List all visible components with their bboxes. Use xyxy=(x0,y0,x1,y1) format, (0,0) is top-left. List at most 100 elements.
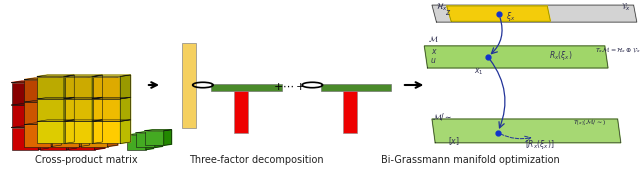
Bar xyxy=(24,124,51,147)
Polygon shape xyxy=(92,120,102,143)
Text: $R_x(\xi_x)$: $R_x(\xi_x)$ xyxy=(549,49,573,62)
Polygon shape xyxy=(37,97,74,99)
Polygon shape xyxy=(108,123,118,147)
Polygon shape xyxy=(145,130,172,131)
Bar xyxy=(321,84,391,91)
Text: $\xi_x$: $\xi_x$ xyxy=(506,10,515,23)
Polygon shape xyxy=(67,126,77,150)
Text: $T_x\mathcal{M}=\mathcal{H}_x\oplus\mathcal{V}_x$: $T_x\mathcal{M}=\mathcal{H}_x\oplus\math… xyxy=(595,45,640,55)
Bar xyxy=(93,99,120,121)
Polygon shape xyxy=(38,104,49,127)
Bar xyxy=(37,76,64,99)
Polygon shape xyxy=(64,97,74,121)
Bar xyxy=(68,105,95,127)
Bar xyxy=(52,80,79,102)
Bar xyxy=(40,128,67,150)
Polygon shape xyxy=(40,104,77,105)
Bar xyxy=(65,121,92,143)
Polygon shape xyxy=(136,132,163,133)
Polygon shape xyxy=(93,97,131,99)
Text: $x$: $x$ xyxy=(431,47,438,56)
Polygon shape xyxy=(92,97,102,121)
Polygon shape xyxy=(68,104,105,105)
Bar xyxy=(343,91,357,133)
Text: $[x]$: $[x]$ xyxy=(448,135,460,147)
Polygon shape xyxy=(65,120,102,121)
Polygon shape xyxy=(24,100,61,102)
Text: $\mathcal{V}_x$: $\mathcal{V}_x$ xyxy=(621,1,631,13)
Polygon shape xyxy=(95,104,105,127)
Polygon shape xyxy=(108,100,118,124)
Bar xyxy=(234,91,248,133)
Bar xyxy=(68,128,95,150)
Bar xyxy=(40,83,67,105)
Polygon shape xyxy=(37,75,74,76)
Polygon shape xyxy=(64,75,74,99)
Polygon shape xyxy=(68,81,105,83)
Polygon shape xyxy=(67,81,77,105)
Text: $\mathcal{M}/{\sim}$: $\mathcal{M}/{\sim}$ xyxy=(432,111,452,122)
Polygon shape xyxy=(38,81,49,105)
Polygon shape xyxy=(81,100,118,102)
Polygon shape xyxy=(108,78,118,102)
Polygon shape xyxy=(92,75,102,99)
Bar xyxy=(24,80,51,102)
Text: $u$: $u$ xyxy=(430,56,436,65)
Polygon shape xyxy=(432,119,621,143)
Bar xyxy=(40,105,67,127)
Text: $\mathcal{H}_x$: $\mathcal{H}_x$ xyxy=(436,1,447,13)
Bar xyxy=(12,128,38,150)
Text: Three-factor decomposition: Three-factor decomposition xyxy=(189,155,323,165)
Polygon shape xyxy=(79,78,90,102)
Polygon shape xyxy=(37,120,74,121)
Text: $T_{[x]}(\mathcal{M}/{\sim})$: $T_{[x]}(\mathcal{M}/{\sim})$ xyxy=(573,117,606,128)
Polygon shape xyxy=(52,100,90,102)
Polygon shape xyxy=(12,81,49,83)
Text: $z$: $z$ xyxy=(445,8,451,17)
Bar xyxy=(24,102,51,124)
Polygon shape xyxy=(51,100,61,124)
Polygon shape xyxy=(64,120,74,143)
Polygon shape xyxy=(79,123,90,147)
Polygon shape xyxy=(12,126,49,128)
Bar xyxy=(211,84,282,91)
Polygon shape xyxy=(38,126,49,150)
Text: $x_1$: $x_1$ xyxy=(474,66,483,77)
Polygon shape xyxy=(120,97,131,121)
Bar xyxy=(93,121,120,143)
Polygon shape xyxy=(52,78,90,80)
Polygon shape xyxy=(93,75,131,76)
Polygon shape xyxy=(68,126,105,128)
Bar xyxy=(12,105,38,127)
Bar xyxy=(68,83,95,105)
Polygon shape xyxy=(127,134,154,135)
Polygon shape xyxy=(93,120,131,121)
Bar xyxy=(127,135,146,150)
Bar xyxy=(93,76,120,99)
Bar xyxy=(52,124,79,147)
Polygon shape xyxy=(95,81,105,105)
Bar xyxy=(145,131,164,145)
Polygon shape xyxy=(432,5,637,22)
Polygon shape xyxy=(79,100,90,124)
Text: Bi-Grassmann manifold optimization: Bi-Grassmann manifold optimization xyxy=(381,155,560,165)
Polygon shape xyxy=(52,123,90,124)
Polygon shape xyxy=(65,75,102,76)
Polygon shape xyxy=(40,81,77,83)
Bar xyxy=(65,99,92,121)
Bar xyxy=(136,133,155,147)
Bar xyxy=(52,102,79,124)
Polygon shape xyxy=(24,123,61,124)
Polygon shape xyxy=(424,46,608,68)
Text: $+\cdots+$: $+\cdots+$ xyxy=(273,81,306,92)
Polygon shape xyxy=(95,126,105,150)
Bar xyxy=(182,42,196,128)
Bar xyxy=(81,80,108,102)
Text: $[R_x(\xi_x)]$: $[R_x(\xi_x)]$ xyxy=(525,138,554,151)
Polygon shape xyxy=(81,78,118,80)
Text: Cross-product matrix: Cross-product matrix xyxy=(35,155,138,165)
Polygon shape xyxy=(120,75,131,99)
Polygon shape xyxy=(120,120,131,143)
Polygon shape xyxy=(65,97,102,99)
Bar xyxy=(81,102,108,124)
